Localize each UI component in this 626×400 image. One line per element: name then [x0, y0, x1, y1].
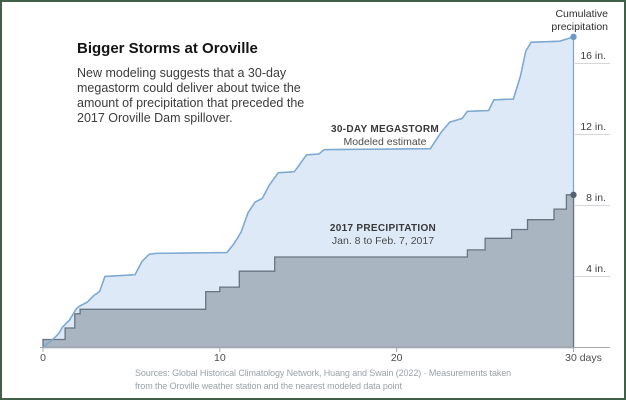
- y-tick-label-12in: 12 in.: [580, 120, 606, 133]
- megastorm-series-name: 30-DAY MEGASTORM: [331, 124, 439, 135]
- y-tick-label-16in: 16 in.: [580, 49, 606, 62]
- x-tick-label-0: 0: [40, 352, 46, 364]
- y-tick-label-4in: 4 in.: [586, 262, 606, 275]
- label-2017-series: 2017 PRECIPITATION Jan. 8 to Feb. 7, 201…: [283, 223, 483, 247]
- y-axis-title: Cumulative precipitation: [551, 8, 608, 33]
- x-tick-label-10: 10: [213, 352, 226, 364]
- area-2017-precipitation: [42, 194, 575, 349]
- megastorm-series-subtitle: Modeled estimate: [343, 136, 427, 148]
- chart-subtitle: New modeling suggests that a 30-day mega…: [77, 66, 305, 125]
- precip-2017-series-subtitle: Jan. 8 to Feb. 7, 2017: [331, 235, 435, 247]
- label-megastorm-series: 30-DAY MEGASTORM Modeled estimate: [285, 124, 485, 148]
- precip-2017-series-name: 2017 PRECIPITATION: [329, 223, 437, 234]
- x-tick-label-30: 30 days: [565, 352, 602, 364]
- end-dot-2017: [570, 191, 577, 199]
- line-megastorm: [42, 36, 574, 349]
- source-note: Sources: Global Historical Climatology N…: [135, 368, 512, 391]
- chart-title: Bigger Storms at Oroville: [77, 40, 258, 57]
- y-tick-label-8in: 8 in.: [586, 191, 606, 204]
- end-dot-megastorm: [570, 33, 577, 41]
- x-tick-label-20: 20: [390, 352, 403, 364]
